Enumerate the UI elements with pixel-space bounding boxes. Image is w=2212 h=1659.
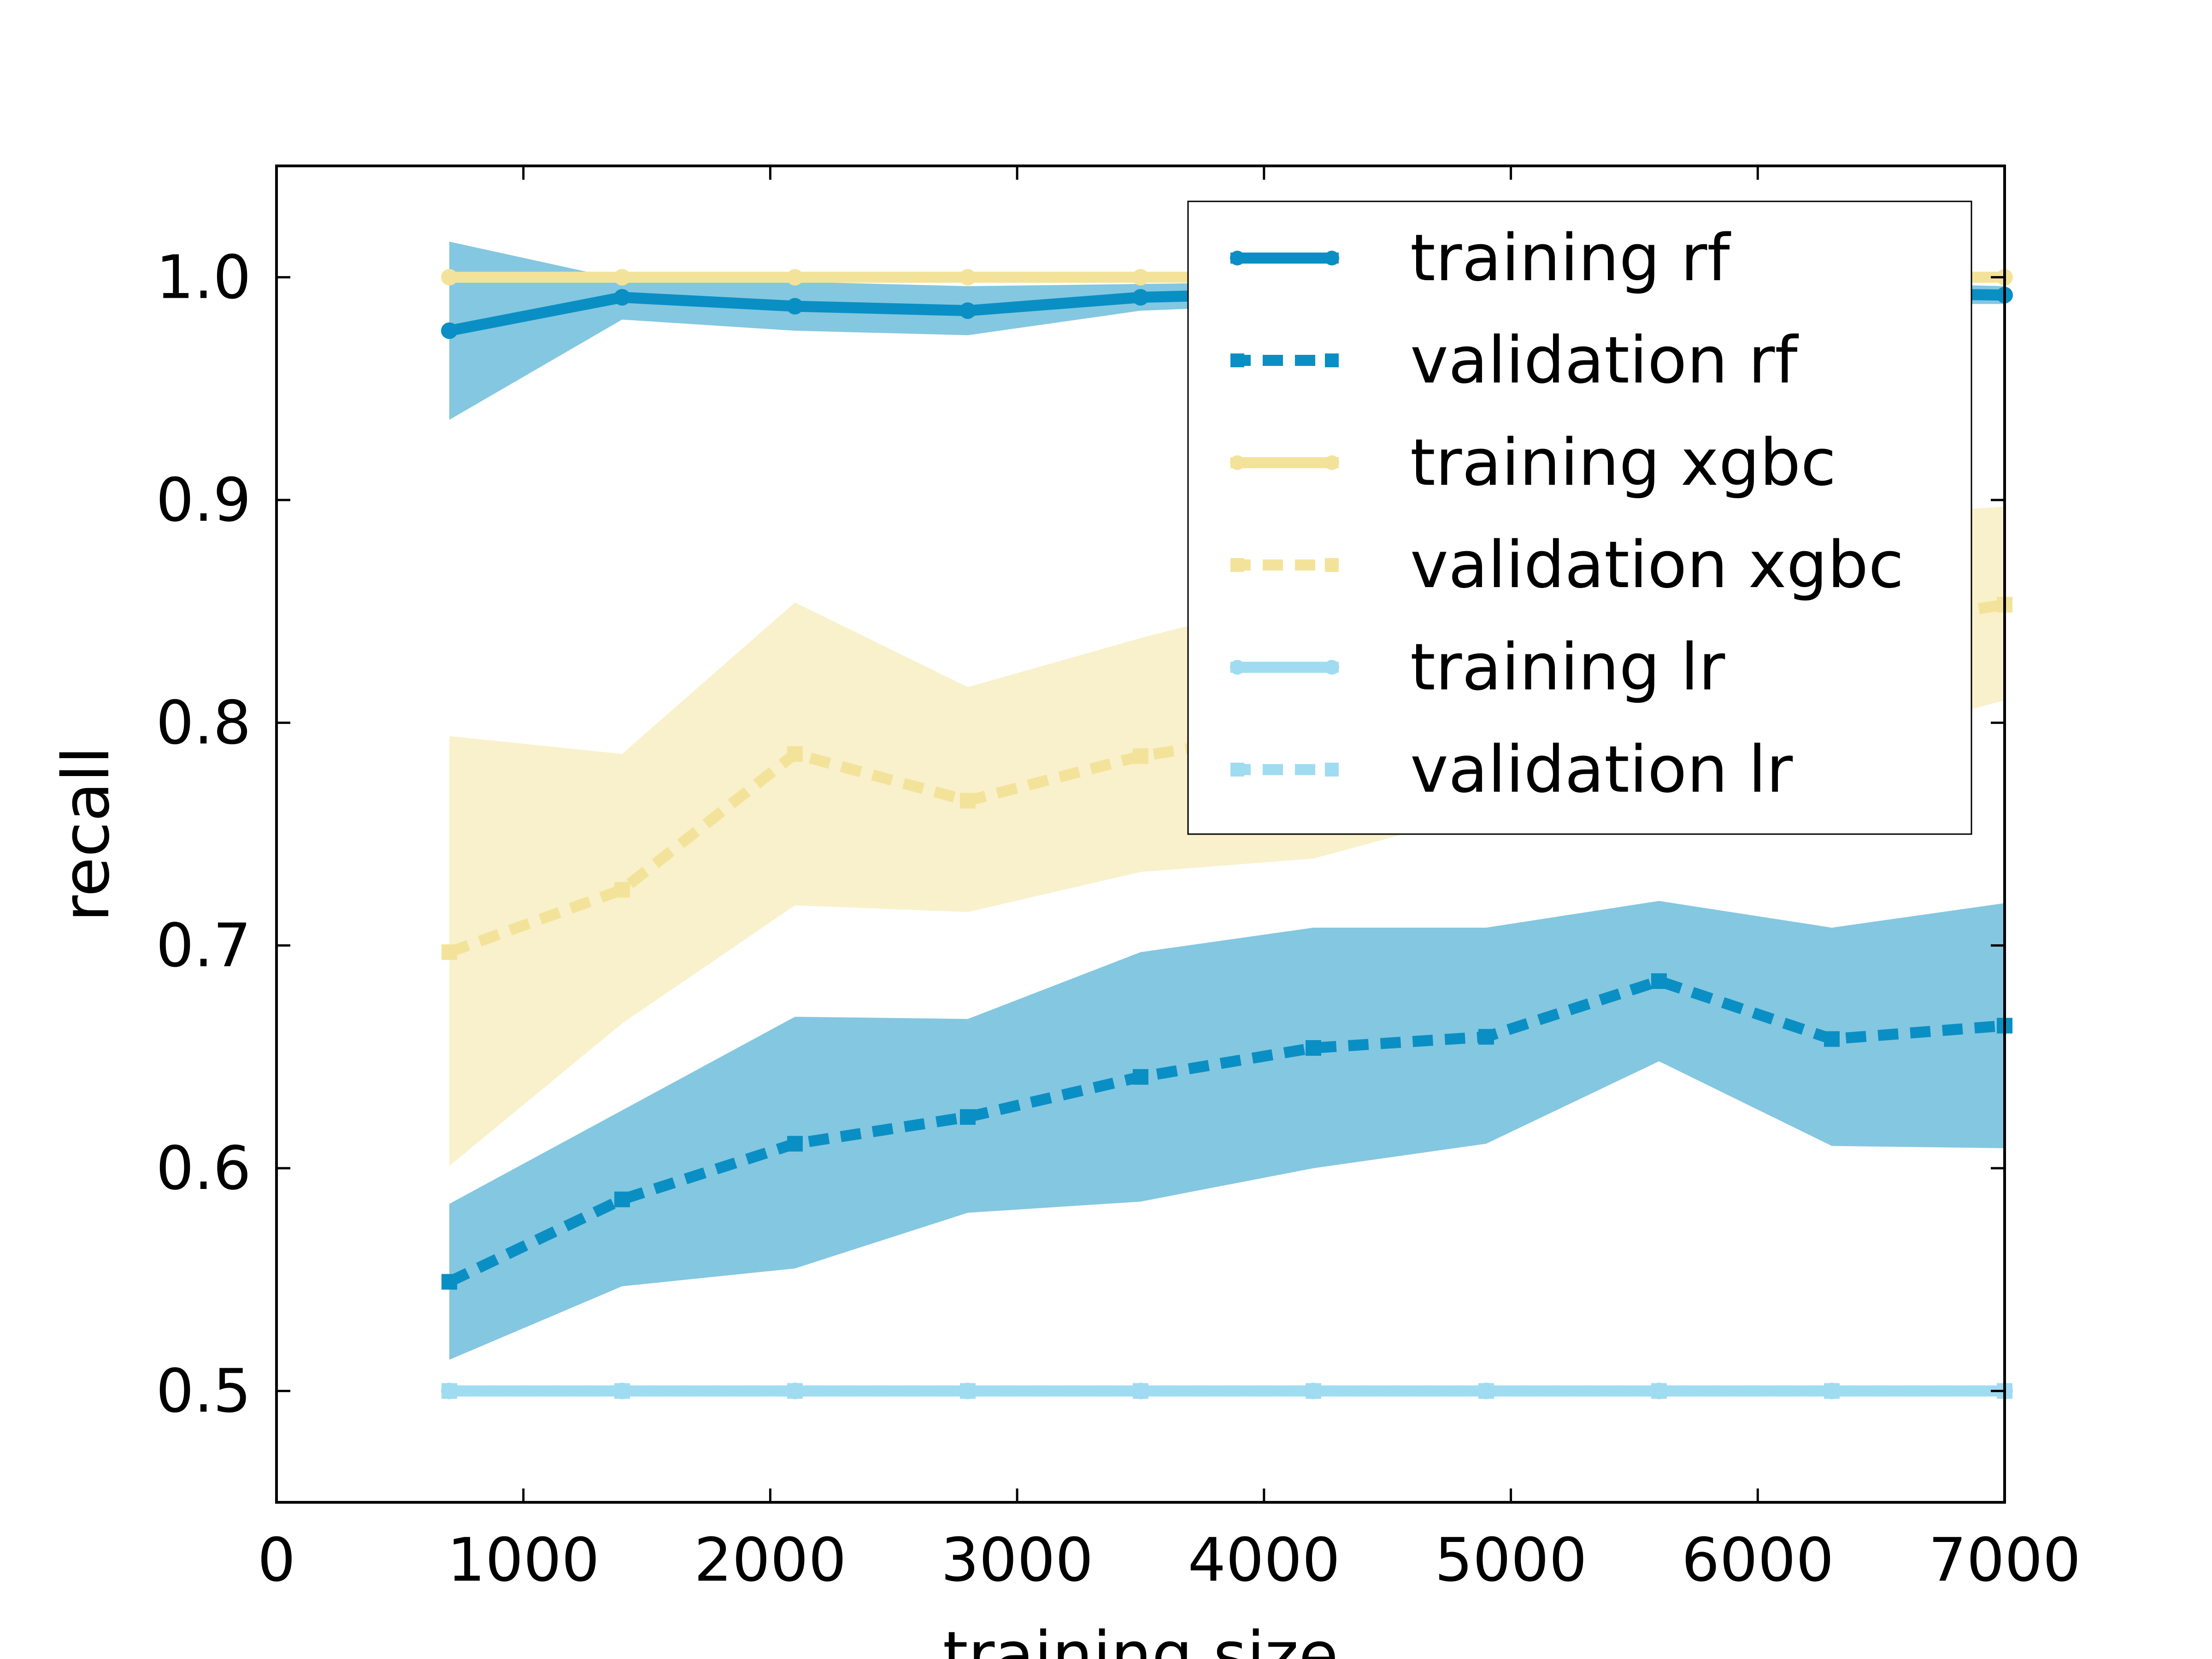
x-tick-label: 1000	[447, 1525, 600, 1595]
x-tick-label: 5000	[1435, 1525, 1587, 1595]
validation-rf-point	[1824, 1031, 1840, 1047]
validation-xgbc-point	[614, 882, 630, 898]
legend-label-training-lr: training lr	[1410, 630, 1725, 705]
validation-rf-point	[1306, 1040, 1321, 1056]
validation-rf-point	[960, 1109, 976, 1125]
legend-marker	[1230, 455, 1245, 470]
validation-lr-point	[1306, 1383, 1321, 1399]
x-tick-label: 2000	[694, 1525, 847, 1595]
training-xgbc-point	[787, 269, 803, 286]
y-tick-label: 0.8	[156, 688, 251, 758]
validation-rf-point	[1651, 973, 1667, 989]
validation-rf-band	[449, 901, 2005, 1360]
legend-marker	[1230, 660, 1245, 675]
legend-marker	[1230, 353, 1244, 367]
y-tick-label: 0.5	[156, 1356, 251, 1426]
plot-frame	[275, 165, 2006, 1504]
legend-marker	[1325, 558, 1339, 572]
legend-marker	[1230, 763, 1244, 777]
training-rf-point	[441, 322, 458, 339]
legend-label-training-rf: training rf	[1410, 221, 1731, 296]
validation-lr-point	[1824, 1383, 1840, 1399]
training-rf-point	[959, 302, 976, 319]
validation-lr-point	[960, 1383, 976, 1399]
training-rf-point	[787, 298, 803, 315]
x-tick-label: 6000	[1682, 1525, 1834, 1595]
x-tick-label: 0	[258, 1525, 296, 1595]
y-tick-label: 1.0	[156, 242, 251, 312]
x-tick-label: 4000	[1188, 1525, 1340, 1595]
validation-rf-point	[441, 1274, 457, 1290]
y-tick-label: 0.6	[156, 1133, 251, 1203]
x-tick-label: 3000	[941, 1525, 1094, 1595]
y-tick-label: 0.9	[156, 465, 251, 535]
validation-rf-line	[447, 976, 2005, 1287]
validation-xgbc-point	[441, 944, 457, 960]
validation-rf-point	[614, 1191, 630, 1207]
legend-label-validation-rf: validation rf	[1410, 323, 1799, 398]
validation-lr-point	[787, 1383, 803, 1399]
legend-label-training-xgbc: training xgbc	[1410, 425, 1836, 500]
y-axis-title: recall	[49, 746, 124, 922]
legend-marker	[1325, 353, 1339, 367]
y-tick-label: 0.7	[156, 911, 251, 981]
legend-marker	[1324, 660, 1339, 675]
validation-xgbc-point	[960, 793, 976, 809]
legend-marker	[1324, 455, 1339, 470]
legend-marker	[1230, 251, 1245, 265]
legend-marker	[1324, 251, 1339, 265]
validation-rf-point	[1133, 1069, 1148, 1085]
training-rf-point	[614, 289, 630, 306]
validation-lr-point	[614, 1383, 630, 1399]
validation-lr-point	[1651, 1383, 1667, 1399]
validation-rf-point	[787, 1135, 803, 1152]
training-xgbc-point	[441, 269, 458, 286]
validation-rf-point	[1478, 1029, 1494, 1045]
x-tick-label: 7000	[1929, 1525, 2081, 1595]
training-rf-point	[1132, 289, 1149, 306]
legend-marker	[1230, 558, 1244, 572]
axis-ticks: 0 1000 2000 3000 4000 5000 6000 7000 0.5 0.6 0.7 0.…	[156, 166, 2081, 1595]
legend-label-validation-lr: validation lr	[1410, 732, 1793, 807]
validation-xgbc-point	[787, 746, 803, 762]
training-xgbc-point	[614, 269, 630, 286]
x-axis-title: training size	[943, 1618, 1338, 1659]
validation-lr-point	[1133, 1383, 1148, 1399]
legend-marker	[1325, 763, 1339, 777]
validation-xgbc-point	[1133, 748, 1148, 764]
legend: training rf validation rf training xgbc val…	[1187, 200, 1972, 835]
validation-lr-point	[1478, 1383, 1494, 1399]
validation-lr-point	[441, 1383, 457, 1399]
training-xgbc-point	[959, 269, 976, 286]
training-xgbc-point	[1132, 269, 1149, 286]
legend-box	[1187, 200, 1972, 835]
legend-label-validation-xgbc: validation xgbc	[1410, 528, 1904, 603]
